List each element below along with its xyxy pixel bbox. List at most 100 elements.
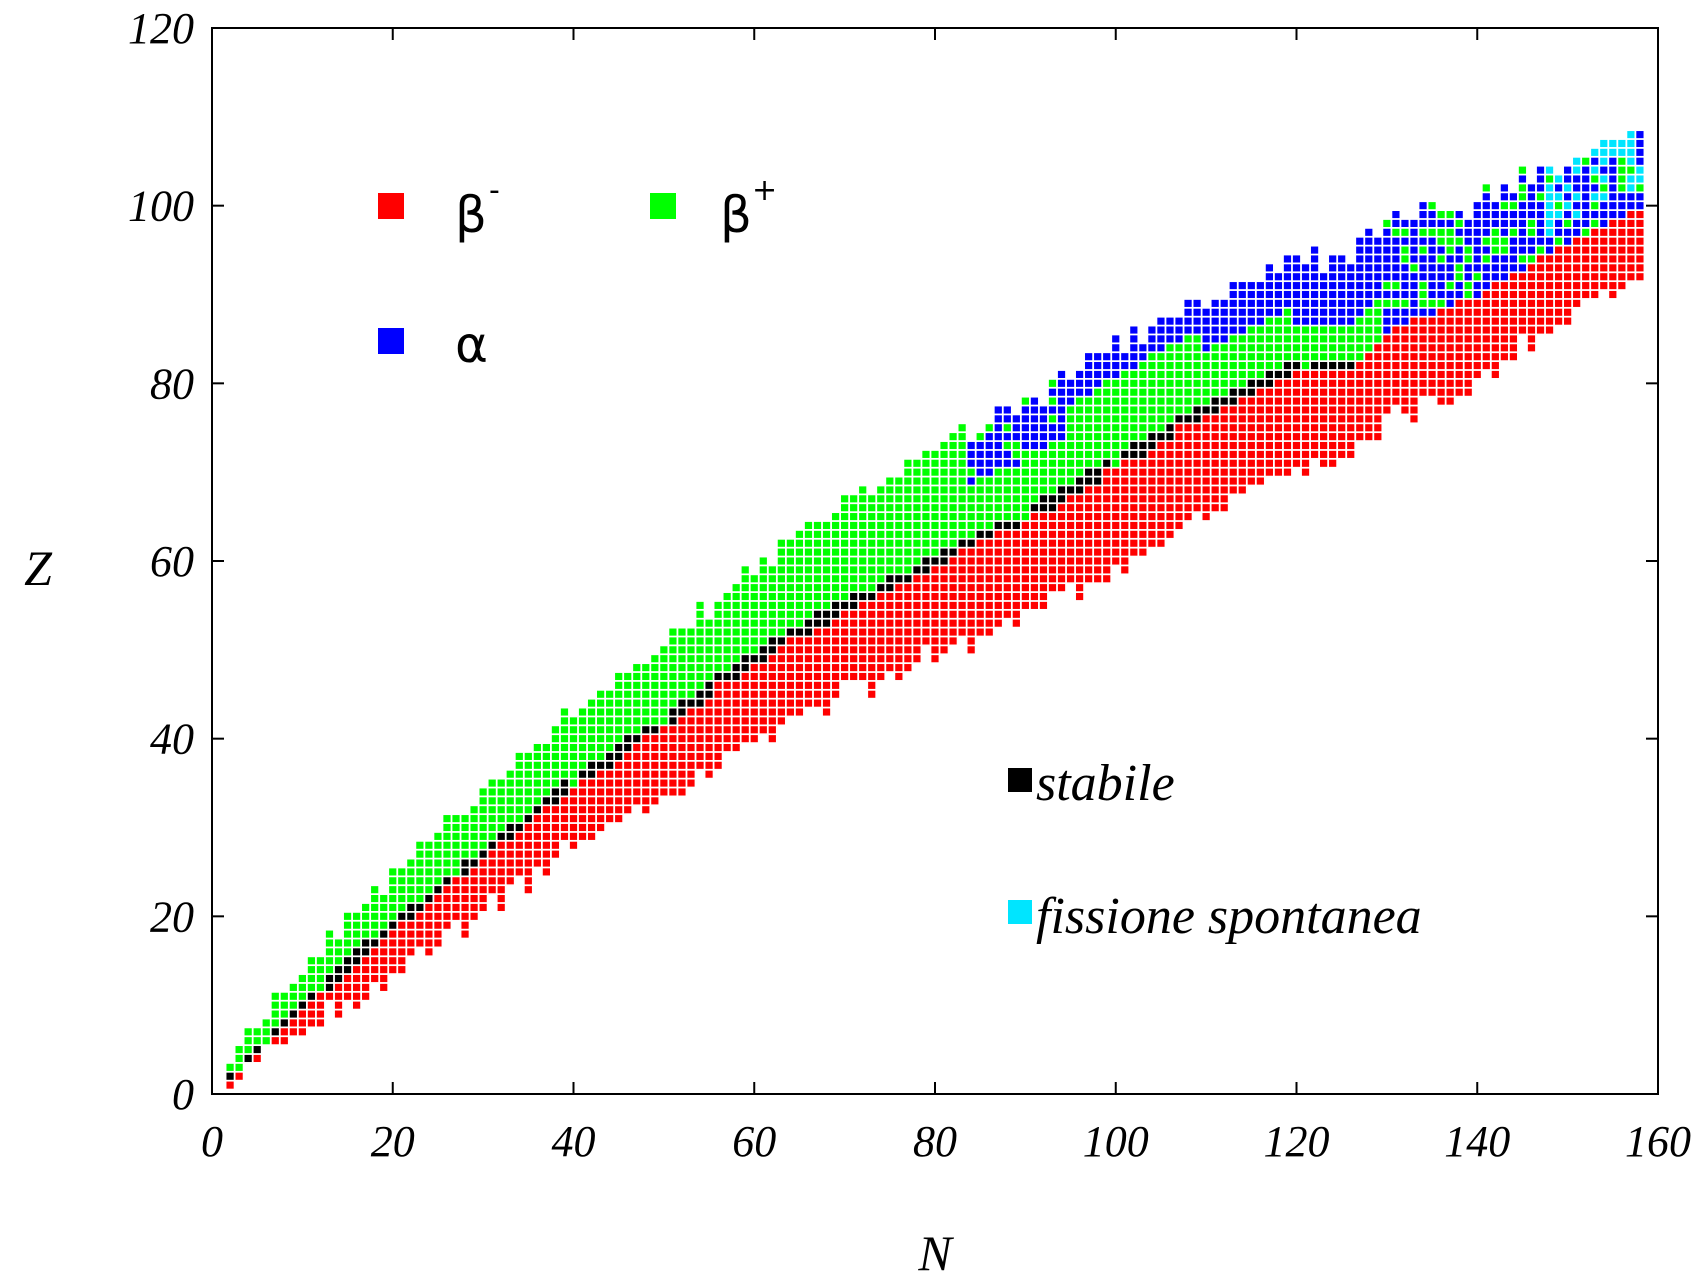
nuclide-cell-beta-minus [1347, 433, 1355, 441]
nuclide-cell-beta-minus [1419, 335, 1427, 343]
nuclide-cell-beta-plus [804, 575, 813, 583]
nuclide-cell-beta-minus [904, 637, 912, 645]
nuclide-cell-beta-minus [1428, 326, 1436, 334]
nuclide-cell-beta-plus [1148, 370, 1156, 379]
nuclide-cell-beta-plus [470, 832, 478, 840]
nuclide-cell-beta-plus [615, 672, 623, 681]
nuclide-cell-beta-minus [1256, 450, 1264, 458]
nuclide-cell-beta-plus [660, 717, 668, 725]
nuclide-cell-alpha [1112, 362, 1120, 370]
nuclide-cell-alpha [1383, 317, 1391, 325]
nuclide-cell-beta-minus [1554, 290, 1563, 299]
nuclide-cell-alpha [1229, 282, 1237, 290]
nuclide-cell-beta-plus [976, 495, 984, 503]
nuclide-cell-beta-minus [723, 699, 731, 707]
nuclide-cell-beta-minus [714, 726, 722, 734]
nuclide-cell-beta-minus [334, 1010, 343, 1018]
nuclide-cell-beta-minus [1202, 415, 1210, 423]
nuclide-cell-beta-minus [1609, 282, 1617, 290]
nuclide-cell-sf [1600, 139, 1608, 148]
nuclide-cell-stable [334, 966, 343, 974]
nuclide-cell-beta-minus [940, 628, 948, 636]
nuclide-cell-beta-plus [1103, 433, 1111, 441]
nuclide-cell-beta-minus [1148, 486, 1156, 494]
nuclide-cell-beta-minus [1591, 264, 1599, 272]
nuclide-cell-beta-plus [1166, 388, 1174, 396]
nuclide-cell-beta-plus [976, 433, 984, 441]
nuclide-cell-alpha [1202, 317, 1210, 325]
nuclide-cell-beta-plus [1256, 326, 1264, 334]
nuclide-cell-beta-minus [488, 859, 496, 867]
nuclide-cell-beta-minus [777, 717, 785, 725]
nuclide-cell-beta-minus [1030, 530, 1039, 538]
nuclide-cell-alpha [1365, 246, 1373, 254]
nuclide-cell-alpha [1446, 290, 1454, 299]
nuclide-cell-alpha [1320, 282, 1328, 290]
nuclide-cell-beta-plus [398, 877, 406, 885]
nuclide-cell-beta-minus [741, 672, 749, 681]
nuclide-cell-stable [651, 726, 659, 734]
nuclide-cell-beta-minus [597, 779, 605, 787]
nuclide-cell-beta-minus [841, 628, 849, 636]
nuclide-cell-beta-minus [1310, 388, 1319, 396]
nuclide-cell-beta-minus [1085, 557, 1093, 565]
nuclide-cell-beta-plus [334, 948, 343, 956]
nuclide-cell-beta-minus [1075, 539, 1084, 547]
nuclide-cell-alpha [1500, 228, 1508, 236]
nuclide-cell-beta-minus [362, 974, 370, 983]
nuclide-cell-beta-minus [1356, 406, 1364, 414]
nuclide-cell-beta-minus [1636, 246, 1644, 254]
nuclide-cell-sf [1554, 211, 1563, 219]
nuclide-cell-beta-plus [1301, 335, 1310, 343]
nuclide-cell-beta-plus [714, 610, 722, 618]
nuclide-cell-beta-plus [1229, 379, 1237, 387]
nuclide-cell-beta-minus [1392, 388, 1400, 396]
nuclide-cell-beta-minus [1573, 246, 1581, 254]
nuclide-cell-beta-minus [732, 708, 740, 716]
nuclide-cell-beta-minus [506, 841, 514, 849]
nuclide-cell-beta-minus [1591, 255, 1599, 263]
nuclide-cell-beta-plus [362, 912, 370, 920]
nuclide-cell-beta-minus [1320, 370, 1328, 379]
nuclide-cell-beta-minus [1012, 539, 1020, 547]
nuclide-cell-beta-minus [1229, 433, 1237, 441]
nuclide-cell-beta-minus [759, 708, 767, 716]
nuclide-cell-beta-plus [1139, 433, 1147, 441]
nuclide-cell-alpha [1356, 246, 1364, 254]
nuclide-cell-beta-plus [859, 548, 867, 556]
nuclide-cell-beta-minus [533, 815, 541, 823]
nuclide-cell-beta-plus [1121, 397, 1129, 405]
nuclide-cell-beta-minus [1509, 290, 1518, 299]
nuclide-cell-beta-plus [822, 592, 831, 601]
nuclide-cell-beta-plus [895, 566, 903, 574]
nuclide-cell-beta-minus [822, 672, 831, 681]
nuclide-cell-beta-minus [1482, 308, 1490, 316]
nuclide-cell-beta-plus [1121, 441, 1129, 450]
nuclide-cell-beta-plus [687, 646, 695, 654]
nuclide-cell-beta-plus [1636, 184, 1644, 192]
nuclide-cell-alpha [1636, 202, 1644, 210]
nuclide-cell-alpha [1238, 290, 1246, 299]
nuclide-cell-beta-minus [1545, 255, 1554, 263]
nuclide-cell-beta-minus [1274, 415, 1283, 423]
nuclide-cell-beta-plus [985, 521, 993, 530]
nuclide-cell-beta-minus [1139, 521, 1147, 530]
nuclide-cell-stable [533, 806, 541, 814]
nuclide-cell-beta-plus [949, 441, 957, 450]
nuclide-cell-beta-plus [831, 584, 840, 592]
nuclide-cell-beta-minus [1148, 539, 1156, 547]
nuclide-cell-beta-minus [759, 726, 767, 734]
nuclide-cell-beta-plus [298, 974, 306, 983]
nuclide-cell-beta-minus [1085, 513, 1093, 521]
nuclide-cell-alpha [1085, 379, 1093, 387]
nuclide-cell-beta-minus [1464, 299, 1472, 307]
nuclide-cell-alpha [1157, 326, 1165, 334]
nuclide-cell-alpha [985, 441, 993, 450]
nuclide-cell-beta-minus [1211, 459, 1219, 467]
nuclide-cell-stable [1057, 495, 1066, 503]
nuclide-cell-beta-minus [1112, 557, 1120, 565]
nuclide-cell-beta-plus [1383, 299, 1391, 307]
nuclide-cell-alpha [1374, 282, 1382, 290]
nuclide-cell-stable [1075, 486, 1084, 494]
nuclide-cell-beta-plus [1103, 424, 1111, 432]
